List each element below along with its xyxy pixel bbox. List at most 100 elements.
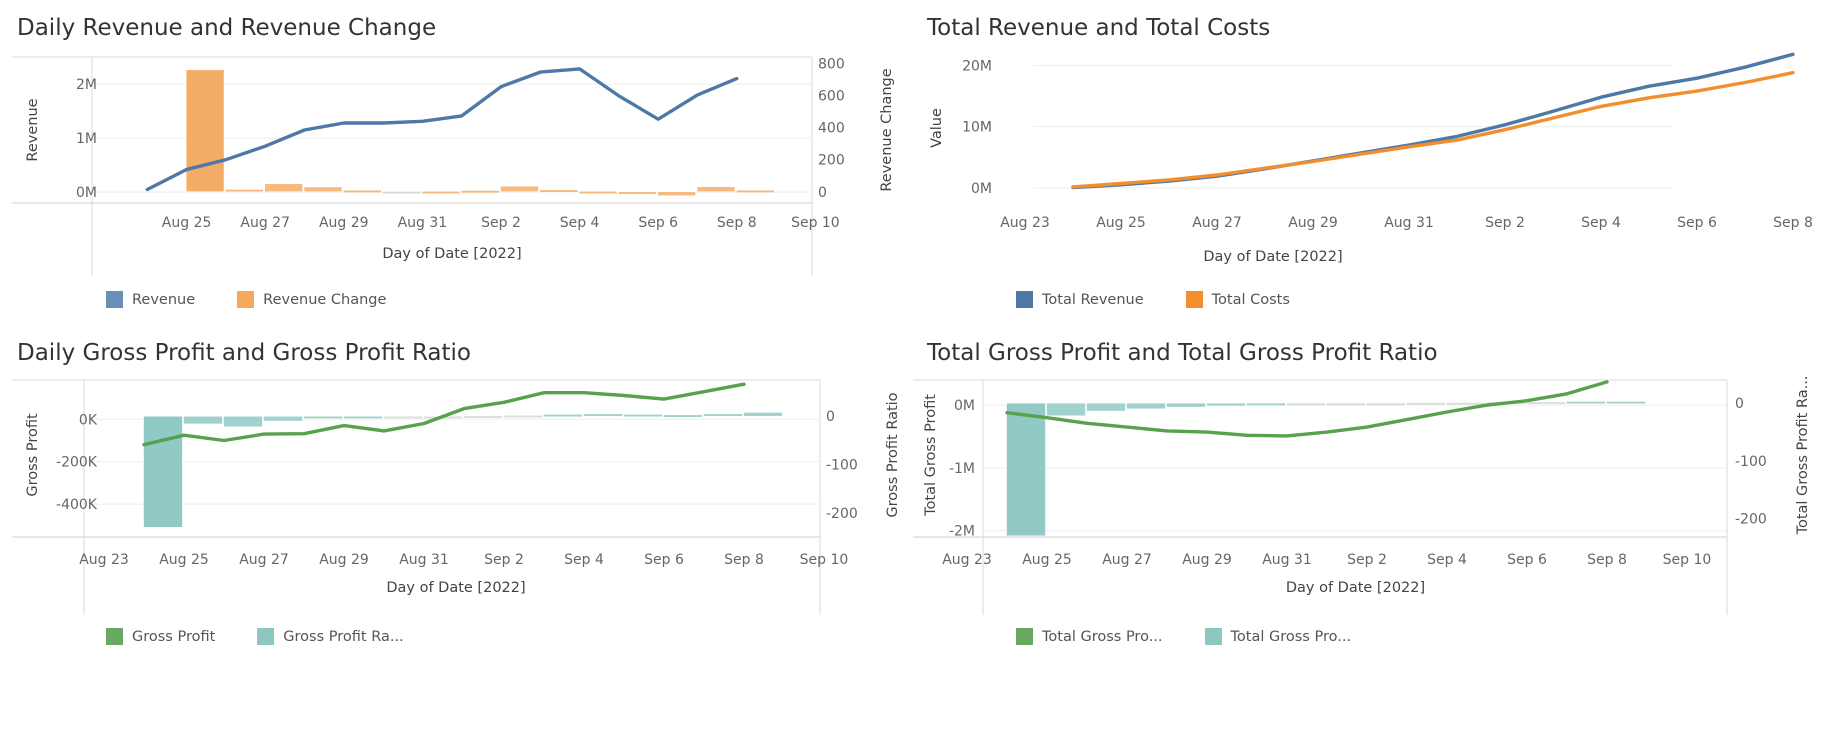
x-tick-label: Aug 25: [162, 215, 212, 231]
bar: [543, 413, 583, 418]
x-tick-label: Sep 4: [1427, 552, 1467, 568]
x-tick-label: Sep 6: [644, 552, 684, 568]
legend-item-total-gross-profit-ratio[interactable]: Total Gross Pro...: [1204, 628, 1351, 645]
x-tick-label: Sep 8: [1773, 215, 1813, 231]
y-tick-label: 0M: [954, 398, 975, 414]
bar: [1326, 402, 1366, 406]
y2-tick-label: 200: [818, 153, 845, 169]
x-axis-label: Day of Date [2022]: [386, 580, 525, 596]
bar: [1006, 402, 1046, 537]
bar: [703, 413, 743, 417]
legend-item-total-revenue[interactable]: Total Revenue: [1016, 291, 1144, 308]
y-tick-label: 2M: [76, 77, 97, 93]
y2-tick-label: -200: [826, 506, 858, 522]
x-tick-label: Aug 27: [239, 552, 289, 568]
x-tick-label: Aug 23: [942, 552, 992, 568]
y-tick-label: 10M: [962, 120, 992, 136]
legend-item-gross-profit-ratio[interactable]: Gross Profit Ra...: [257, 628, 404, 645]
bar: [500, 185, 539, 193]
x-tick-label: Aug 29: [319, 215, 369, 231]
x-tick-label: Sep 6: [1507, 552, 1547, 568]
bar: [1126, 402, 1166, 410]
bar: [1086, 402, 1126, 412]
total-gross-profit-chart: 0M -1M -2M 0 -100 -200 Aug 23 Aug 25 Aug 27 Aug 2…: [913, 376, 1811, 615]
y2-axis-label: Gross Profit Ratio: [885, 392, 901, 517]
y2-tick-label: -100: [1735, 454, 1767, 470]
x-tick-label: Aug 27: [1192, 215, 1242, 231]
x-tick-label: Sep 8: [724, 552, 764, 568]
legend-item-total-gross-profit[interactable]: Total Gross Pro...: [1016, 628, 1163, 645]
bar: [343, 415, 383, 420]
legend-item-gross-profit[interactable]: Gross Profit: [106, 628, 215, 645]
y-tick-label: -200K: [56, 455, 98, 471]
bar: [460, 190, 500, 194]
legend-swatch: [237, 291, 255, 308]
panel-4-title: Total Gross Profit and Total Gross Profi…: [927, 340, 1438, 366]
bar: [342, 189, 382, 193]
x-tick-label: Sep 10: [1663, 552, 1712, 568]
legend-swatch: [1016, 628, 1033, 645]
x-tick-label: Aug 31: [1262, 552, 1312, 568]
panel-3-legend: Gross Profit Gross Profit Ra...: [106, 628, 404, 645]
x-tick-label: Aug 25: [1096, 215, 1146, 231]
legend-swatch: [257, 628, 275, 645]
daily-revenue-chart: 0M 1M 2M 0 200 400 600 800 Aug 25 Aug 27 Aug 29 Aug…: [12, 56, 895, 276]
panel-1-legend: Revenue Revenue Change: [106, 291, 386, 308]
y2-tick-label: 600: [818, 89, 845, 105]
x-tick-label: Sep 10: [791, 215, 840, 231]
panel-2-legend: Total Revenue Total Costs: [1016, 291, 1290, 308]
bar: [264, 183, 304, 193]
bar: [225, 189, 264, 193]
bar: [1046, 402, 1086, 417]
x-tick-label: Aug 27: [1102, 552, 1152, 568]
x-tick-label: Aug 31: [1384, 215, 1434, 231]
x-tick-label: Sep 2: [1347, 552, 1387, 568]
x-tick-label: Aug 29: [1288, 215, 1338, 231]
bar: [1406, 402, 1446, 406]
bar: [1286, 402, 1326, 406]
x-tick-label: Sep 4: [560, 215, 600, 231]
y-tick-label: -400K: [56, 497, 98, 513]
x-tick-label: Sep 4: [564, 552, 604, 568]
bar: [1606, 401, 1646, 405]
y-axis-label: Revenue: [25, 98, 41, 161]
bar: [735, 189, 775, 193]
legend-label: Revenue: [132, 291, 196, 308]
panel-3-title: Daily Gross Profit and Gross Profit Rati…: [17, 340, 471, 366]
y-tick-label: 0K: [79, 412, 98, 428]
bar: [743, 412, 783, 417]
x-tick-label: Aug 27: [240, 215, 290, 231]
legend-label: Total Revenue: [1042, 291, 1144, 308]
x-tick-label: Aug 23: [79, 552, 129, 568]
bar: [303, 186, 343, 193]
y-tick-label: 0M: [971, 181, 992, 197]
bar: [663, 414, 703, 418]
legend-swatch: [106, 628, 123, 645]
x-tick-label: Aug 23: [1000, 215, 1050, 231]
legend-swatch: [1204, 628, 1222, 645]
bar: [657, 191, 697, 197]
bar: [383, 415, 423, 420]
y-axis-label: Gross Profit: [25, 413, 41, 497]
x-tick-label: Sep 8: [717, 215, 757, 231]
x-tick-label: Sep 8: [1587, 552, 1627, 568]
legend-label: Gross Profit Ra...: [283, 628, 404, 645]
legend-item-total-costs[interactable]: Total Costs: [1185, 291, 1290, 308]
x-tick-label: Aug 31: [398, 215, 448, 231]
y-axis-label: Total Gross Profit: [923, 394, 939, 517]
bar: [623, 413, 663, 418]
series-line: [1005, 380, 1609, 438]
legend-swatch: [1016, 291, 1033, 308]
y2-tick-label: 0: [1735, 396, 1744, 412]
bar: [1246, 402, 1286, 406]
x-axis-label: Day of Date [2022]: [382, 246, 521, 262]
x-axis-label: Day of Date [2022]: [1203, 249, 1342, 265]
y-tick-label: 1M: [76, 131, 97, 147]
legend-item-revenue-change[interactable]: Revenue Change: [237, 291, 386, 308]
bar: [1366, 402, 1406, 406]
legend-item-revenue[interactable]: Revenue: [106, 291, 195, 308]
bar: [463, 415, 503, 419]
bar: [185, 69, 225, 193]
y-tick-label: 20M: [962, 58, 992, 74]
y2-tick-label: -200: [1735, 512, 1767, 528]
